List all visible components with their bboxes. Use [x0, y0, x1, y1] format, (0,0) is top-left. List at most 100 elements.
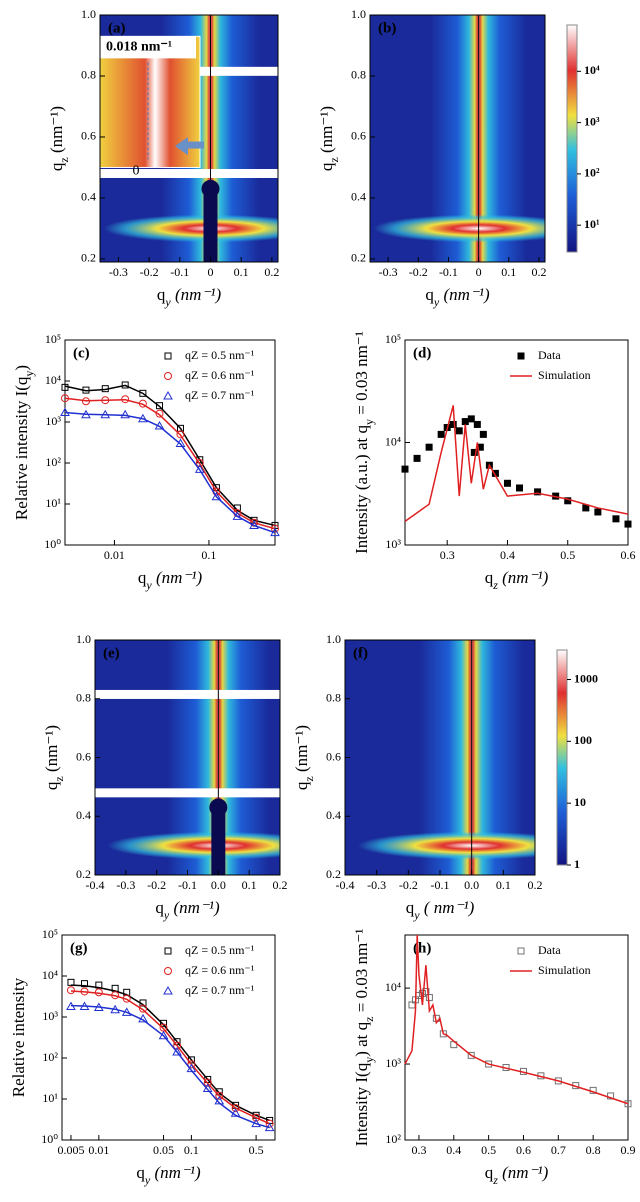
x-tick-label: -0.4	[86, 878, 105, 892]
label-part: Relative intensity	[9, 977, 28, 1097]
heatmap-band	[357, 831, 535, 860]
data-point	[461, 418, 469, 426]
data-point	[594, 508, 602, 516]
label-part: (nm⁻¹)	[152, 568, 203, 587]
x-tick-label: -0.2	[399, 878, 418, 892]
data-point	[264, 1122, 275, 1132]
label-part: q	[292, 781, 311, 790]
label-part: = 0.03 nm⁻¹	[352, 331, 371, 419]
x-tick-label: 0.3	[440, 548, 455, 562]
label-part: ) at q	[352, 1021, 371, 1056]
data-point	[101, 396, 110, 405]
label-part: q	[485, 1163, 494, 1182]
label-part: q	[485, 568, 494, 587]
legend-label: qZ = 0.6 nm⁻¹	[185, 368, 255, 382]
panel-label: (b)	[378, 20, 396, 36]
legend-swatch	[163, 390, 173, 400]
y-tick-label: 1.0	[76, 632, 91, 646]
y-tick-label: 10³	[385, 537, 401, 551]
data-point	[155, 409, 164, 418]
label-part: y	[22, 371, 36, 377]
y-tick-label: 0.4	[351, 190, 366, 204]
x-tick-label: -0.3	[379, 265, 398, 279]
beamstop	[209, 798, 228, 817]
legend-swatch	[164, 947, 172, 955]
data-point	[425, 443, 433, 451]
data-point	[203, 1078, 212, 1087]
x-tick-label: 0.5	[481, 1143, 496, 1157]
x-tick-label: 0.9	[621, 1143, 636, 1157]
data-point	[81, 409, 91, 419]
y-tick-label: 0.2	[76, 867, 91, 881]
heatmap-band	[103, 214, 278, 243]
label-part: q	[138, 568, 147, 587]
x-tick-label: 0.1	[242, 878, 257, 892]
data-point	[121, 1007, 132, 1016]
colorbar-tick-label: 10	[574, 795, 586, 809]
x-tick-label: 0.4	[500, 548, 515, 562]
label-part: Intensity I(q	[352, 1062, 371, 1146]
y-tick-label: 10²	[385, 1132, 401, 1146]
panel-label: (g)	[70, 940, 88, 956]
label-part: q	[406, 898, 415, 917]
heatmap	[100, 15, 278, 262]
y-tick-label: 10¹	[42, 1091, 58, 1105]
label-part: q	[155, 898, 164, 917]
data-point	[82, 386, 90, 394]
data-point	[61, 383, 69, 391]
heatmap	[370, 15, 545, 262]
data-point	[120, 409, 131, 419]
data-point	[66, 1001, 76, 1011]
plot-frame	[99, 14, 279, 263]
x-tick-label: -0.2	[147, 878, 166, 892]
label-part: (nm⁻¹)	[169, 898, 220, 917]
y-tick-label: 0.4	[81, 190, 96, 204]
data-point	[534, 488, 542, 496]
x-tick-label: 0.2	[273, 878, 288, 892]
data-point	[121, 395, 130, 404]
label-part: )	[12, 365, 31, 371]
data-point	[111, 991, 120, 1000]
data-point	[252, 1113, 261, 1122]
x-tick-label: -0.4	[336, 878, 355, 892]
label-part: (nm⁻¹)	[47, 106, 66, 157]
y-tick-label: 10⁴	[385, 434, 401, 448]
x-tick-label: -0.3	[116, 878, 135, 892]
data-point	[101, 385, 109, 393]
y-axis-label: Relative intensity I(qy)	[12, 365, 36, 520]
data-point	[79, 1001, 90, 1011]
label-part: = 0.03 nm⁻¹	[352, 929, 371, 1017]
inset-label-bg	[100, 36, 196, 59]
x-tick-label: 0.2	[531, 265, 546, 279]
panel-label: (a)	[108, 20, 126, 36]
label-part: (nm⁻¹)	[150, 1163, 201, 1182]
plot-frame	[61, 934, 276, 1141]
label-part: z	[362, 1017, 376, 1022]
legend-label: qZ = 0.5 nm⁻¹	[185, 348, 255, 362]
data-point	[473, 420, 481, 428]
data-point	[231, 1104, 240, 1113]
label-part: (nm⁻¹)	[317, 106, 336, 157]
data-point	[624, 520, 632, 528]
series-line	[404, 405, 629, 522]
x-tick-label: -0.3	[367, 878, 386, 892]
data-point	[138, 399, 147, 408]
x-tick-label: -0.2	[409, 265, 428, 279]
x-tick-label: 0.05	[153, 1143, 174, 1157]
label-part: y	[144, 1173, 151, 1187]
data-point	[176, 430, 185, 439]
y-tick-label: 10²	[42, 1050, 58, 1064]
y-tick-label: 0.6	[81, 129, 96, 143]
y-tick-label: 10³	[42, 1009, 58, 1023]
legend-swatch	[517, 947, 525, 955]
data-point	[81, 397, 90, 406]
x-tick-label: 0.5	[249, 1143, 264, 1157]
y-tick-label: 10⁰	[44, 537, 61, 551]
legend-swatch	[164, 372, 172, 380]
y-tick-label: 1.0	[351, 7, 366, 21]
label-part: q	[136, 1163, 145, 1182]
data-point	[195, 459, 204, 467]
data-point	[80, 980, 88, 988]
data-point	[202, 1083, 213, 1093]
